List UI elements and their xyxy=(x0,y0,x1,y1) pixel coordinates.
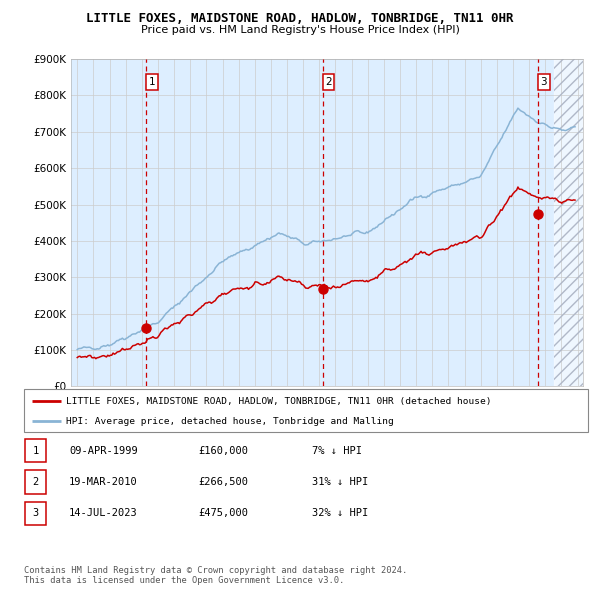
Text: £160,000: £160,000 xyxy=(198,446,248,455)
Text: 3: 3 xyxy=(540,77,547,87)
Text: 2: 2 xyxy=(32,477,38,487)
Text: 19-MAR-2010: 19-MAR-2010 xyxy=(69,477,138,487)
Text: HPI: Average price, detached house, Tonbridge and Malling: HPI: Average price, detached house, Tonb… xyxy=(66,417,394,426)
Text: Price paid vs. HM Land Registry's House Price Index (HPI): Price paid vs. HM Land Registry's House … xyxy=(140,25,460,35)
Text: 1: 1 xyxy=(32,446,38,455)
Text: LITTLE FOXES, MAIDSTONE ROAD, HADLOW, TONBRIDGE, TN11 0HR (detached house): LITTLE FOXES, MAIDSTONE ROAD, HADLOW, TO… xyxy=(66,397,492,406)
Bar xyxy=(554,59,583,386)
Text: 09-APR-1999: 09-APR-1999 xyxy=(69,446,138,455)
Text: LITTLE FOXES, MAIDSTONE ROAD, HADLOW, TONBRIDGE, TN11 0HR: LITTLE FOXES, MAIDSTONE ROAD, HADLOW, TO… xyxy=(86,12,514,25)
Text: 3: 3 xyxy=(32,509,38,518)
Text: Contains HM Land Registry data © Crown copyright and database right 2024.
This d: Contains HM Land Registry data © Crown c… xyxy=(24,566,407,585)
Text: £475,000: £475,000 xyxy=(198,509,248,518)
Text: 32% ↓ HPI: 32% ↓ HPI xyxy=(312,509,368,518)
Text: 7% ↓ HPI: 7% ↓ HPI xyxy=(312,446,362,455)
Text: 14-JUL-2023: 14-JUL-2023 xyxy=(69,509,138,518)
Bar xyxy=(554,59,583,386)
Text: £266,500: £266,500 xyxy=(198,477,248,487)
Text: 2: 2 xyxy=(325,77,332,87)
Text: 31% ↓ HPI: 31% ↓ HPI xyxy=(312,477,368,487)
Text: 1: 1 xyxy=(149,77,155,87)
